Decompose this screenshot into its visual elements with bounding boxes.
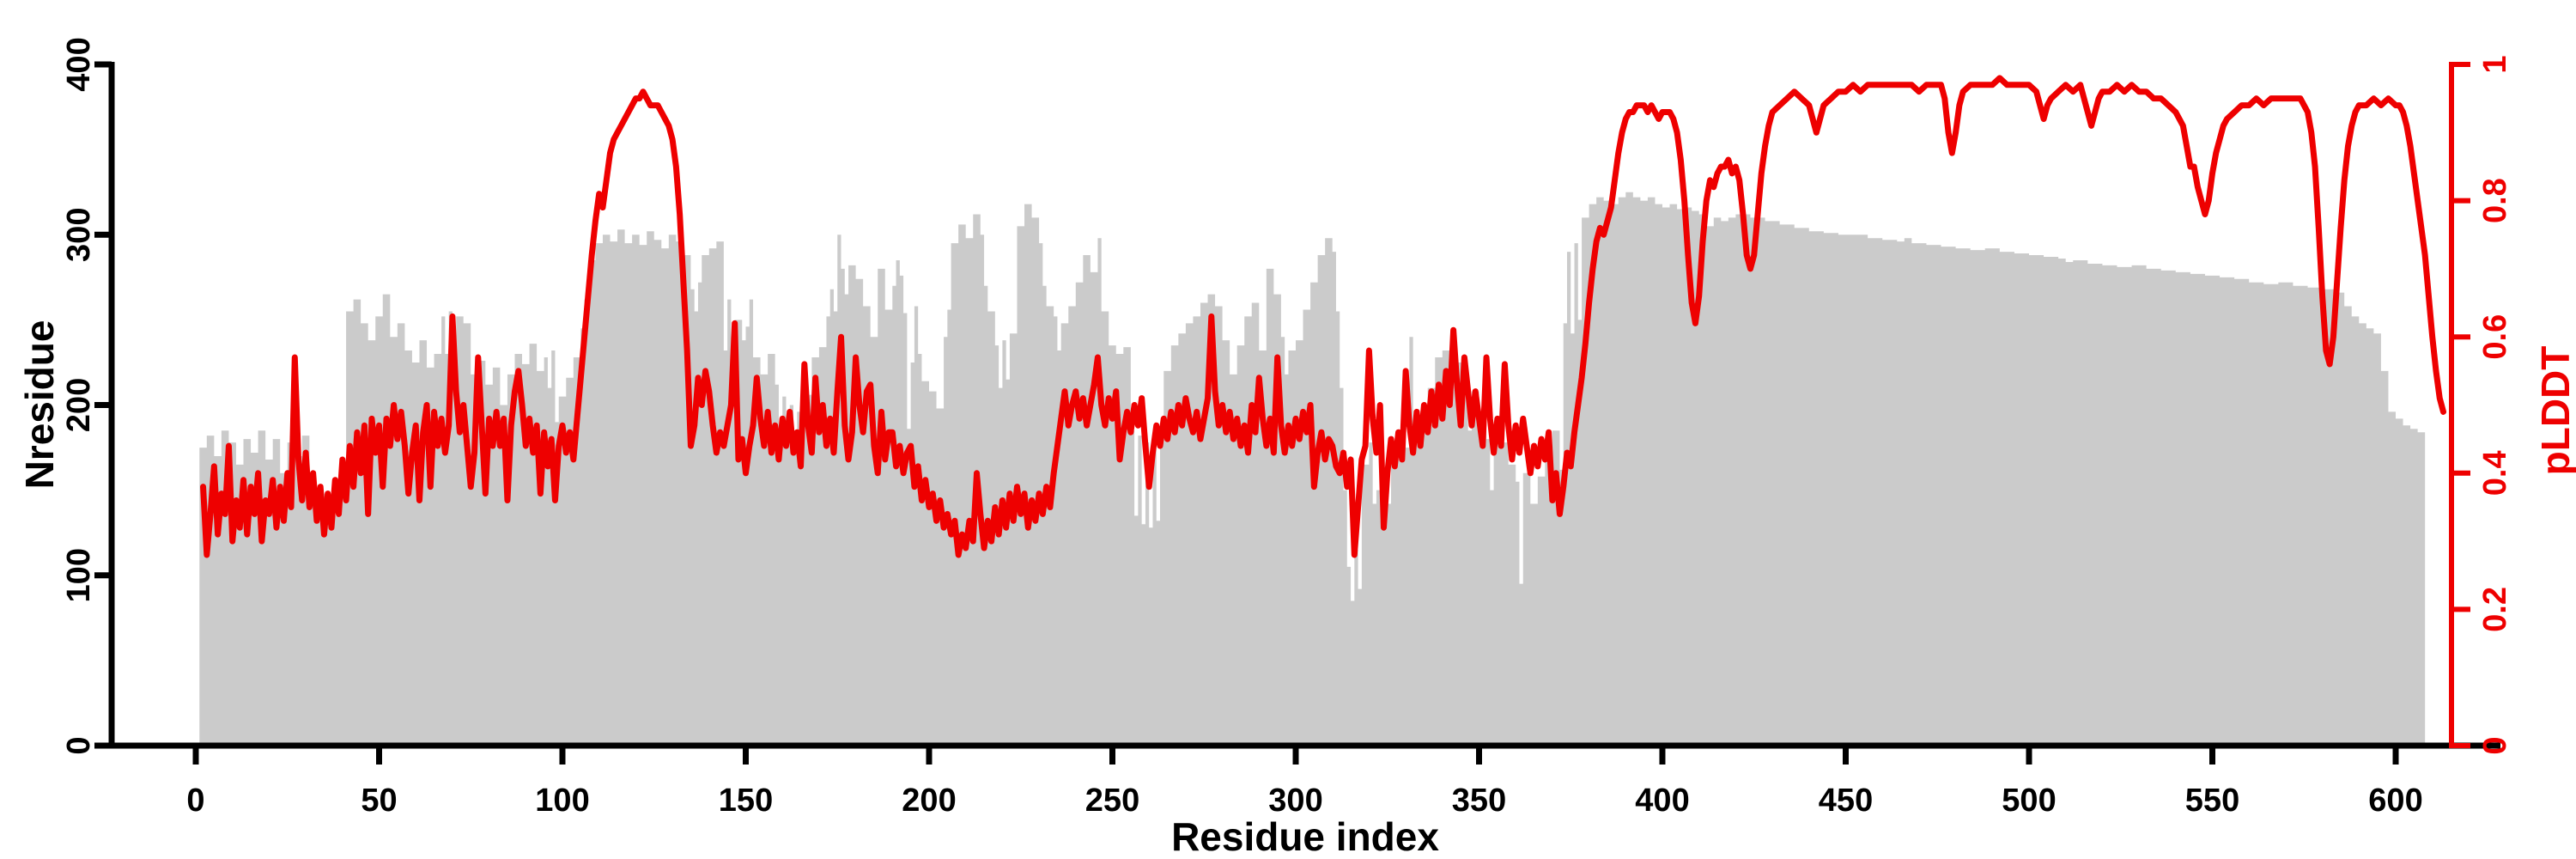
right-tick-label: 0 [2477,736,2513,754]
bottom-tick-label: 450 [1819,783,1873,819]
left-tick-label: 200 [61,378,97,432]
right-tick-label: 0.6 [2477,314,2513,360]
right-tick-label: 0.4 [2477,450,2513,496]
bottom-tick-label: 550 [2185,783,2239,819]
bottom-tick-label: 200 [902,783,956,819]
right-tick-label: 0.8 [2477,178,2513,223]
bottom-tick-label: 150 [719,783,773,819]
bottom-tick-label: 350 [1452,783,1506,819]
bottom-tick-label: 0 [186,783,204,819]
bottom-tick-label: 600 [2368,783,2422,819]
bottom-tick-label: 100 [535,783,589,819]
bottom-tick-label: 500 [2002,783,2056,819]
left-tick-label: 300 [61,208,97,262]
bottom-tick-label: 250 [1085,783,1139,819]
bottom-axis [109,742,2500,765]
left-tick-label: 100 [61,548,97,602]
left-axis-title: Nresidue [17,320,62,490]
bottom-tick-label: 400 [1635,783,1689,819]
left-tick-label: 400 [61,37,97,91]
right-axis-title: pLDDT [2533,346,2576,476]
right-tick-label: 0.2 [2477,587,2513,632]
left-tick-label: 0 [61,736,97,754]
right-axis [2449,62,2470,748]
right-tick-label: 1 [2477,55,2513,73]
left-axis [94,61,115,749]
axes-group: 0 100 200 300 400 Nresidue 0 50 100 150 200 250 300 3… [17,37,2576,859]
bottom-axis-title: Residue index [1171,814,1439,859]
bottom-tick-label: 50 [361,783,397,819]
bottom-tick-label: 300 [1268,783,1322,819]
plddt-line-series [200,75,2447,558]
